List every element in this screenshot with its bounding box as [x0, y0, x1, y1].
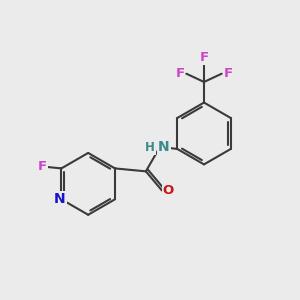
- Text: O: O: [163, 184, 174, 197]
- Text: N: N: [158, 140, 170, 154]
- Text: N: N: [54, 192, 66, 206]
- Text: F: F: [200, 51, 208, 64]
- Text: H: H: [145, 141, 155, 154]
- Text: F: F: [38, 160, 47, 173]
- Text: F: F: [224, 67, 233, 80]
- Text: F: F: [175, 67, 184, 80]
